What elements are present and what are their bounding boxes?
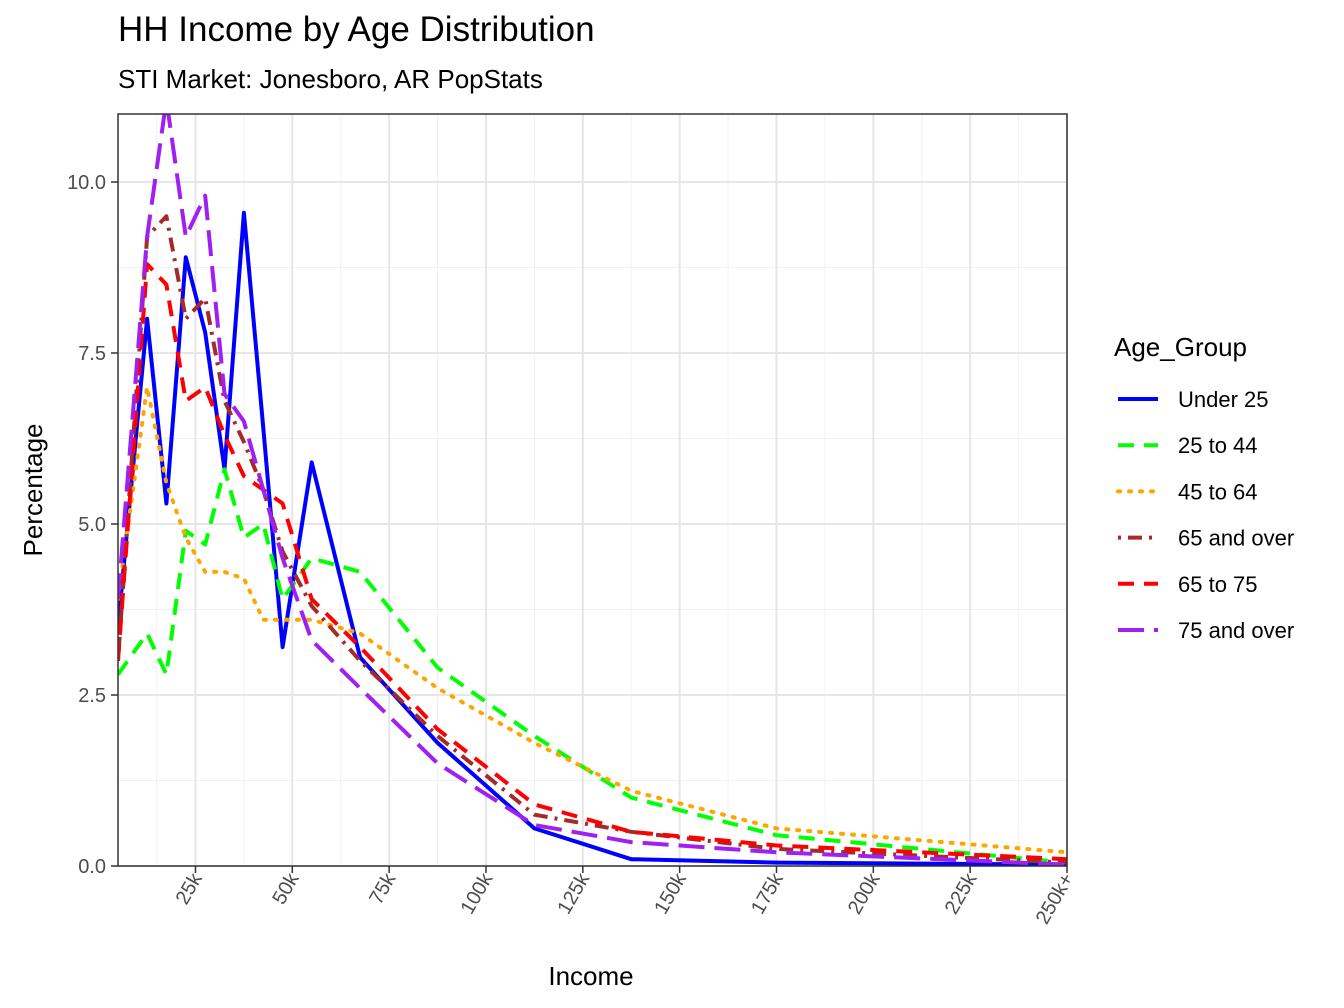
series-line-45-to-64	[118, 385, 1067, 855]
x-tick-label: 225k	[941, 869, 982, 918]
x-tick-label: 125k	[553, 869, 594, 918]
y-tick-label: 2.5	[78, 685, 106, 707]
x-axis: 25k 50k 75k 100k 125k 150k 175k 200k 225k 250k+	[172, 866, 1079, 929]
y-axis-label: Percentage	[18, 424, 48, 557]
x-tick-label: 200k	[844, 869, 885, 918]
x-tick-label: 150k	[650, 869, 691, 918]
plot-border	[117, 113, 1068, 867]
series-line-25-to-44	[118, 467, 1067, 865]
legend-label: 25 to 44	[1178, 433, 1258, 458]
y-tick-label: 7.5	[78, 343, 106, 365]
x-tick-label: 50k	[268, 869, 304, 909]
series-lines	[118, 114, 1067, 866]
y-axis: 0.0 2.5 5.0 7.5 10.0	[67, 172, 118, 878]
chart-title: HH Income by Age Distribution	[118, 10, 595, 49]
y-tick-label: 5.0	[78, 514, 106, 536]
series-line-75-and-over	[118, 114, 1067, 866]
legend-label: 45 to 64	[1178, 479, 1258, 504]
legend-label: 65 to 75	[1178, 572, 1258, 597]
x-axis-label: Income	[548, 961, 633, 991]
legend: Age_Group Under 25 25 to 44 45 to 64 65 and…	[1114, 332, 1294, 643]
series-line-under-25	[118, 210, 1067, 866]
chart-subtitle: STI Market: Jonesboro, AR PopStats	[118, 64, 543, 94]
x-tick-label: 175k	[747, 869, 788, 918]
y-tick-label: 0.0	[78, 856, 106, 878]
x-tick-label: 100k	[457, 869, 498, 918]
legend-title: Age_Group	[1114, 332, 1247, 362]
grid-minor	[118, 114, 1067, 866]
series-line-65-and-over	[118, 214, 1067, 865]
x-tick-label: 25k	[172, 869, 208, 909]
legend-label: 65 and over	[1178, 526, 1294, 551]
x-tick-label: 250k+	[1032, 870, 1079, 929]
y-tick-label: 10.0	[67, 172, 106, 194]
legend-label: 75 and over	[1178, 618, 1294, 643]
x-tick-label: 75k	[365, 869, 401, 909]
legend-label: Under 25	[1178, 387, 1269, 412]
